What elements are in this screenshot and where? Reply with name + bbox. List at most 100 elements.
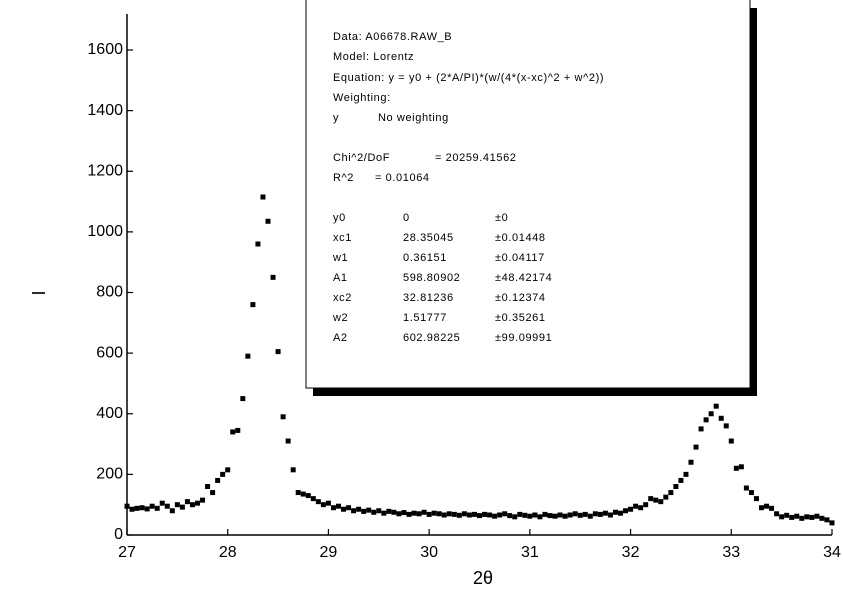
data-point (623, 508, 629, 514)
data-point (733, 465, 739, 471)
report-text: Model: Lorentz (333, 51, 414, 63)
report-text: Weighting: (333, 92, 391, 104)
data-point (759, 505, 764, 511)
report-text: xc1 (333, 232, 352, 244)
data-point (220, 471, 226, 477)
x-tick-label: 28 (219, 544, 237, 561)
data-point (562, 513, 568, 519)
data-point (824, 517, 830, 523)
data-point (829, 520, 835, 526)
data-point (769, 505, 775, 511)
data-point (471, 511, 477, 517)
data-point (597, 511, 603, 517)
data-point (295, 490, 301, 496)
data-point (804, 514, 810, 520)
data-point (643, 502, 649, 508)
data-point (663, 494, 669, 500)
data-point (391, 509, 397, 515)
data-point (809, 514, 815, 520)
data-point (421, 509, 427, 515)
data-point (582, 511, 588, 517)
data-point (799, 515, 805, 521)
report-text: ±0.04117 (495, 252, 545, 264)
data-point (325, 500, 331, 506)
report-text: 0.36151 (403, 252, 447, 264)
report-text: ±48.42174 (495, 272, 552, 284)
data-point (688, 459, 694, 465)
data-point (124, 503, 130, 509)
report-text: y0 (333, 212, 346, 224)
data-point (144, 506, 150, 512)
data-point (577, 512, 583, 518)
data-point (794, 513, 800, 519)
data-point (658, 499, 664, 505)
data-point (305, 493, 311, 499)
data-point (356, 506, 362, 512)
data-point (497, 512, 503, 518)
data-point (482, 511, 488, 517)
data-point (280, 414, 286, 420)
report-text: = 20259.41562 (435, 152, 517, 164)
data-point (537, 514, 543, 520)
data-point (139, 505, 145, 511)
data-point (784, 512, 790, 518)
data-point (366, 507, 372, 513)
data-point (748, 490, 754, 496)
data-point (532, 512, 538, 518)
data-point (557, 512, 563, 518)
data-point (477, 513, 482, 519)
report-text: ±0 (495, 212, 508, 224)
data-point (502, 511, 508, 517)
data-point (441, 512, 447, 518)
data-point (703, 417, 709, 423)
data-point (396, 511, 402, 517)
data-point (401, 510, 407, 516)
data-point (678, 477, 684, 483)
y-tick-label: 200 (96, 466, 123, 483)
data-point (517, 511, 523, 517)
data-point (164, 503, 170, 509)
x-tick-label: 30 (420, 544, 438, 561)
data-point (612, 509, 618, 515)
data-point (668, 490, 674, 496)
y-tick-label: 1000 (87, 223, 123, 240)
data-point (789, 514, 795, 520)
data-point (285, 438, 291, 444)
data-point (255, 241, 261, 247)
report-text: Chi^2/DoF (333, 152, 390, 164)
data-point (179, 504, 185, 510)
data-point (753, 496, 759, 502)
data-point (547, 513, 553, 519)
data-point (195, 500, 200, 506)
data-point (129, 506, 135, 512)
data-point (683, 471, 689, 477)
data-point (607, 512, 613, 518)
data-point (461, 511, 467, 517)
data-point (648, 496, 654, 502)
data-point (250, 302, 256, 308)
report-text: R^2 (333, 172, 354, 184)
x-tick-label: 29 (320, 544, 338, 561)
data-point (522, 512, 528, 518)
data-point (567, 512, 573, 518)
data-point (708, 411, 714, 417)
data-point (270, 274, 276, 280)
data-point (512, 514, 518, 520)
data-point (205, 484, 211, 489)
data-point (814, 513, 820, 519)
report-text: 1.51777 (403, 312, 447, 324)
data-point (446, 511, 452, 517)
data-point (310, 496, 316, 502)
data-point (341, 506, 347, 512)
report-text: ±0.35261 (495, 312, 546, 324)
data-point (552, 513, 558, 519)
report-text: xc2 (333, 292, 352, 304)
data-point (572, 511, 578, 517)
report-text: w2 (332, 312, 348, 324)
data-point (653, 497, 659, 503)
x-tick-label: 34 (823, 544, 841, 561)
data-point (723, 423, 729, 429)
data-point (159, 500, 165, 506)
x-tick-label: 31 (521, 544, 539, 561)
x-tick-label: 32 (622, 544, 640, 561)
